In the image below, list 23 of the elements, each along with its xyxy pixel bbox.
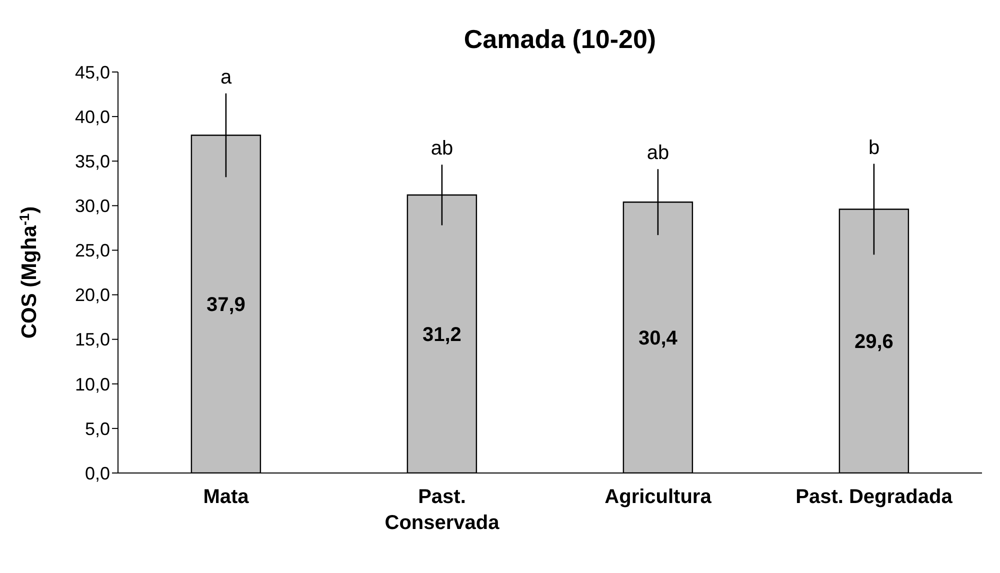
chart-title: Camada (10-20) [464, 24, 656, 54]
data-label: 31,2 [422, 324, 462, 346]
y-tick-label: 5,0 [84, 418, 110, 439]
y-tick-label: 20,0 [74, 285, 110, 306]
data-label: 29,6 [854, 331, 894, 354]
y-tick-label: 10,0 [74, 374, 110, 394]
y-tick-label: 15,0 [74, 330, 110, 350]
y-tick-label: 45,0 [74, 62, 110, 82]
annotation: ab [646, 142, 670, 164]
x-tick-label: Agricultura [604, 486, 712, 508]
y-tick-label: 40,0 [74, 106, 110, 127]
x-tick-label: Past. Conservada [384, 486, 500, 534]
y-tick-label: 35,0 [74, 152, 110, 172]
x-tick-label: Past. Degradada [796, 486, 954, 508]
y-tick-label: 25,0 [74, 240, 110, 261]
annotation: a [220, 66, 232, 88]
annotation: b [868, 136, 880, 159]
x-tick-label: Mata [203, 486, 250, 508]
y-tick-label: 30,0 [74, 196, 110, 216]
data-label: 30,4 [638, 328, 678, 350]
y-tick-label: 0,0 [84, 463, 110, 484]
data-label: 37,9 [206, 294, 246, 316]
annotation: ab [430, 138, 454, 160]
